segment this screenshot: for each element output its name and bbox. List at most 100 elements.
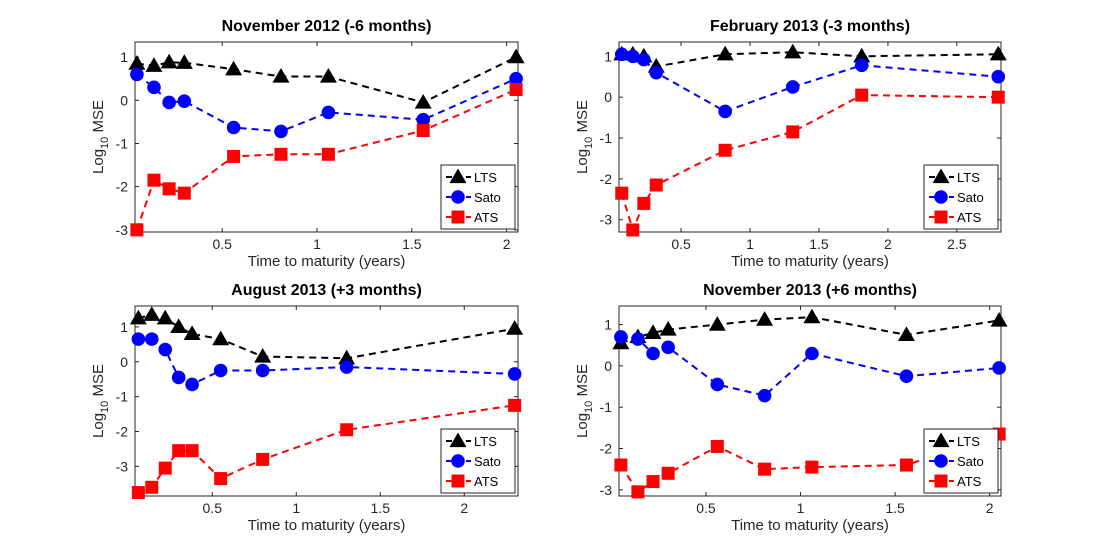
legend-entry-lts: LTS — [929, 432, 980, 449]
data-point-sato — [131, 332, 146, 346]
data-point-lts — [156, 309, 174, 325]
data-point-sato — [321, 105, 336, 120]
chart-panel-2: February 2013 (-3 months) 0.5 1 1.5 2 2.5 -3 -2… — [574, 18, 1007, 270]
data-point-ats — [758, 462, 772, 476]
legend-entry-lts: LTS — [446, 168, 497, 185]
legend: LTS Sato ATS — [440, 164, 516, 230]
y-tick-label: -3 — [116, 458, 129, 474]
data-point-sato — [274, 124, 288, 139]
data-point-sato — [507, 367, 522, 381]
data-point-ats — [718, 143, 732, 157]
data-point-lts — [708, 316, 726, 331]
y-tick-label: 1 — [120, 319, 128, 335]
data-point-ats — [786, 125, 800, 139]
chart-title: November 2013 (+6 months) — [703, 282, 917, 299]
data-point-sato — [162, 95, 176, 110]
data-point-lts — [212, 330, 230, 346]
data-point-lts — [160, 53, 178, 69]
y-tick-label: -2 — [600, 171, 613, 187]
data-point-sato — [646, 346, 660, 361]
legend-entry-ats: ATS — [446, 474, 499, 489]
y-tick-label: -2 — [116, 424, 129, 440]
x-axis-label: Time to maturity (years) — [248, 517, 406, 534]
y-axis-label-suffix: MSE — [90, 100, 107, 137]
x-tick-label: 1.5 — [371, 500, 391, 516]
x-tick-label: 1.5 — [809, 236, 829, 252]
chart-title: February 2013 (-3 months) — [710, 18, 910, 35]
x-axis-label: Time to maturity (years) — [731, 517, 889, 534]
data-point-sato — [992, 361, 1006, 375]
data-point-lts — [170, 318, 188, 334]
legend-label: LTS — [474, 170, 497, 185]
data-point-sato — [213, 363, 228, 378]
data-point-lts — [272, 68, 290, 83]
legend-entry-ats: ATS — [446, 210, 499, 225]
x-tick-label: 1.5 — [402, 236, 422, 252]
series-line-sato — [620, 335, 1000, 397]
series-ats — [131, 398, 522, 500]
y-axis-label-suffix: MSE — [574, 364, 591, 401]
data-point-sato — [416, 112, 430, 127]
y-axis-label-subscript: 10 — [99, 401, 111, 413]
y-tick-label: 0 — [120, 354, 128, 370]
y-axis-label: Log10 MSE — [574, 364, 595, 438]
y-tick-label: -3 — [600, 482, 613, 498]
data-point-sato — [255, 363, 270, 378]
x-tick-label: 1 — [746, 236, 754, 252]
y-axis-label-subscript: 10 — [583, 401, 595, 413]
y-tick-label: -1 — [116, 135, 129, 151]
legend-entry-sato: Sato — [929, 454, 984, 469]
legend: LTS Sato ATS — [923, 164, 999, 230]
legend: LTS Sato ATS — [440, 428, 516, 494]
y-tick-label: -1 — [116, 389, 129, 405]
chart-panel-4: November 2013 (+6 months) 0.5 1 1.5 2 -3 -2 -1 0… — [574, 282, 1008, 534]
y-axis-label-main: Log — [574, 413, 591, 438]
data-point-lts — [319, 68, 337, 83]
legend-marker-sato — [451, 190, 465, 204]
x-tick-label: 2 — [460, 500, 468, 516]
data-point-ats — [185, 444, 199, 458]
data-point-lts — [145, 57, 163, 72]
y-tick-label: 0 — [604, 358, 612, 374]
data-point-sato — [614, 330, 628, 344]
data-point-ats — [130, 223, 144, 237]
x-tick-label: 0.5 — [212, 236, 232, 252]
y-tick-label: 0 — [120, 92, 128, 108]
legend-marker-sato — [934, 190, 948, 204]
y-tick-label: -3 — [600, 212, 613, 228]
data-point-lts — [897, 326, 915, 342]
data-point-ats — [158, 461, 172, 475]
y-axis-label-main: Log — [574, 149, 591, 174]
data-point-lts — [803, 308, 821, 324]
data-point-ats — [256, 452, 270, 466]
series-ats — [615, 88, 1005, 237]
legend-marker-lts — [932, 432, 950, 448]
series-sato — [130, 67, 523, 139]
y-axis-label-subscript: 10 — [583, 137, 595, 149]
series-sato — [131, 332, 522, 392]
y-axis-label-main: Log — [90, 413, 107, 438]
data-point-ats — [615, 186, 629, 200]
legend-label: ATS — [957, 210, 982, 225]
data-point-ats — [416, 124, 430, 138]
data-point-ats — [614, 458, 628, 472]
legend-label: Sato — [957, 454, 984, 469]
y-tick-label: 1 — [120, 49, 128, 65]
data-point-lts — [989, 45, 1007, 61]
legend-entry-ats: ATS — [929, 474, 982, 489]
data-point-sato — [226, 120, 241, 135]
data-point-lts — [990, 311, 1008, 327]
chart-title: August 2013 (+3 months) — [231, 282, 422, 299]
data-point-lts — [254, 348, 272, 363]
data-point-lts — [183, 325, 201, 341]
data-point-sato — [854, 58, 869, 73]
data-point-ats — [214, 472, 228, 486]
data-point-sato — [339, 360, 354, 374]
legend-entry-sato: Sato — [446, 190, 501, 205]
x-tick-label: 1 — [313, 236, 321, 252]
data-point-sato — [144, 332, 159, 346]
data-point-ats — [509, 83, 523, 96]
data-point-lts — [716, 45, 734, 61]
data-point-sato — [625, 49, 640, 64]
